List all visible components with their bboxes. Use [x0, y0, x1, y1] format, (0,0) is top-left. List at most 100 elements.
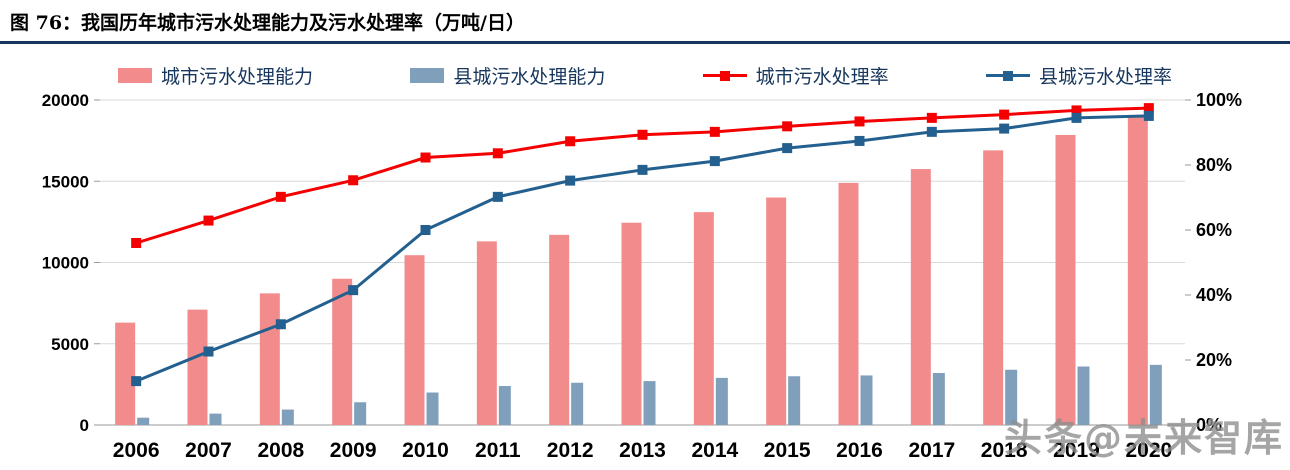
x-axis-tick-label: 2012 — [547, 439, 594, 462]
bar-city-capacity — [838, 182, 859, 425]
y-axis-left-tick-label: 15000 — [42, 172, 89, 191]
y-axis-left-tick-label: 0 — [80, 416, 89, 435]
marker-city-rate — [782, 121, 793, 132]
figure-title: 图 76：我国历年城市污水处理能力及污水处理率（万吨/日） — [10, 12, 525, 34]
y-axis-right-tick-label: 40% — [1196, 285, 1232, 305]
bar-county-capacity — [137, 417, 150, 425]
legend-marker-county-rate — [1002, 70, 1013, 81]
marker-county-rate — [348, 285, 359, 296]
bar-county-capacity — [715, 377, 728, 425]
bar-city-capacity — [115, 322, 136, 425]
y-axis-right-tick-label: 60% — [1196, 220, 1232, 240]
bar-county-capacity — [571, 382, 584, 425]
legend-swatch-county-capacity — [410, 68, 445, 83]
marker-county-rate — [203, 346, 214, 357]
x-axis-tick-label: 2019 — [1053, 439, 1100, 462]
marker-county-rate — [637, 164, 648, 175]
marker-city-rate — [709, 126, 720, 137]
bar-county-capacity — [1005, 369, 1018, 425]
marker-city-rate — [131, 238, 142, 248]
marker-city-rate — [1143, 103, 1154, 114]
bar-city-capacity — [621, 222, 642, 425]
y-axis-left-tick-label: 10000 — [42, 254, 89, 273]
x-axis-tick-label: 2006 — [113, 439, 160, 462]
bar-city-capacity — [187, 309, 208, 425]
y-axis-right-tick-label: 20% — [1196, 350, 1232, 370]
legend-line-swatch-county-rate — [985, 69, 1030, 83]
bar-county-capacity — [354, 402, 367, 425]
bar-city-capacity — [259, 293, 280, 425]
x-axis-tick-label: 2007 — [185, 439, 232, 462]
bar-city-capacity — [983, 150, 1004, 425]
bar-county-capacity — [1149, 364, 1162, 425]
x-axis-tick-label: 2011 — [475, 439, 521, 462]
marker-city-rate — [1071, 105, 1082, 116]
legend-item-county-rate: 县城污水处理率 — [985, 62, 1172, 89]
bar-city-capacity — [332, 278, 353, 425]
bar-city-capacity — [1055, 134, 1076, 425]
marker-county-rate — [565, 175, 576, 186]
legend-label-city-capacity: 城市污水处理能力 — [161, 66, 314, 88]
marker-county-rate — [1071, 112, 1082, 123]
bar-city-capacity — [766, 197, 787, 425]
marker-city-rate — [999, 109, 1010, 120]
legend-marker-city-rate — [719, 70, 730, 81]
x-axis-tick-label: 2015 — [764, 439, 811, 462]
marker-county-rate — [999, 123, 1010, 134]
x-axis-tick-label: 2020 — [1125, 439, 1172, 462]
marker-city-rate — [565, 136, 576, 147]
bar-city-capacity — [1127, 116, 1148, 425]
y-axis-right-tick-label: 100% — [1196, 90, 1242, 110]
marker-county-rate — [131, 376, 142, 387]
x-axis-tick-label: 2009 — [330, 439, 377, 462]
marker-city-rate — [275, 191, 286, 202]
bar-county-capacity — [209, 413, 222, 425]
x-axis-tick-label: 2014 — [691, 439, 738, 462]
marker-city-rate — [926, 112, 937, 123]
legend-item-city-rate: 城市污水处理率 — [702, 62, 889, 89]
bar-city-capacity — [549, 234, 570, 425]
x-axis-tick-label: 2016 — [836, 439, 883, 462]
legend-line-swatch-city-rate — [702, 69, 747, 83]
legend-label-city-rate: 城市污水处理率 — [755, 66, 889, 88]
bar-county-capacity — [426, 392, 439, 425]
legend-item-county-capacity: 县城污水处理能力 — [410, 62, 605, 89]
marker-city-rate — [203, 215, 214, 226]
y-axis-left-tick-label: 20000 — [42, 91, 89, 110]
legend-item-city-capacity: 城市污水处理能力 — [118, 62, 313, 89]
x-axis-tick-label: 2017 — [908, 439, 955, 462]
bar-city-capacity — [404, 255, 425, 425]
legend-swatch-city-capacity — [118, 68, 152, 83]
chart-legend: 城市污水处理能力 县城污水处理能力 城市污水处理率 县城污水处理率 — [100, 62, 1190, 89]
marker-city-rate — [420, 152, 431, 163]
marker-city-rate — [854, 116, 865, 127]
figure-header: 图 76：我国历年城市污水处理能力及污水处理率（万吨/日） — [0, 0, 1290, 40]
x-axis-tick-label: 2008 — [257, 439, 304, 462]
x-axis-tick-label: 2010 — [402, 439, 449, 462]
marker-city-rate — [492, 148, 503, 159]
bar-county-capacity — [788, 376, 801, 425]
legend-label-county-rate: 县城污水处理率 — [1038, 66, 1172, 88]
marker-county-rate — [782, 143, 793, 154]
watermark: 头条@未来智库 — [1003, 416, 1284, 460]
bar-county-capacity — [860, 375, 873, 425]
x-axis-tick-label: 2013 — [619, 439, 666, 462]
x-axis-tick-label: 2018 — [981, 439, 1028, 462]
y-axis-right-tick-label: 80% — [1196, 155, 1232, 175]
bar-city-capacity — [910, 169, 931, 425]
marker-city-rate — [637, 129, 648, 140]
bar-county-capacity — [932, 373, 945, 425]
bar-county-capacity — [643, 381, 656, 425]
marker-county-rate — [275, 319, 286, 330]
marker-county-rate — [854, 135, 865, 146]
marker-city-rate — [348, 175, 359, 186]
bar-city-capacity — [693, 212, 714, 425]
marker-county-rate — [492, 191, 503, 202]
bar-county-capacity — [281, 409, 294, 425]
marker-county-rate — [1143, 110, 1154, 121]
marker-county-rate — [926, 126, 937, 137]
bar-city-capacity — [476, 241, 497, 425]
legend-label-county-capacity: 县城污水处理能力 — [453, 66, 606, 88]
